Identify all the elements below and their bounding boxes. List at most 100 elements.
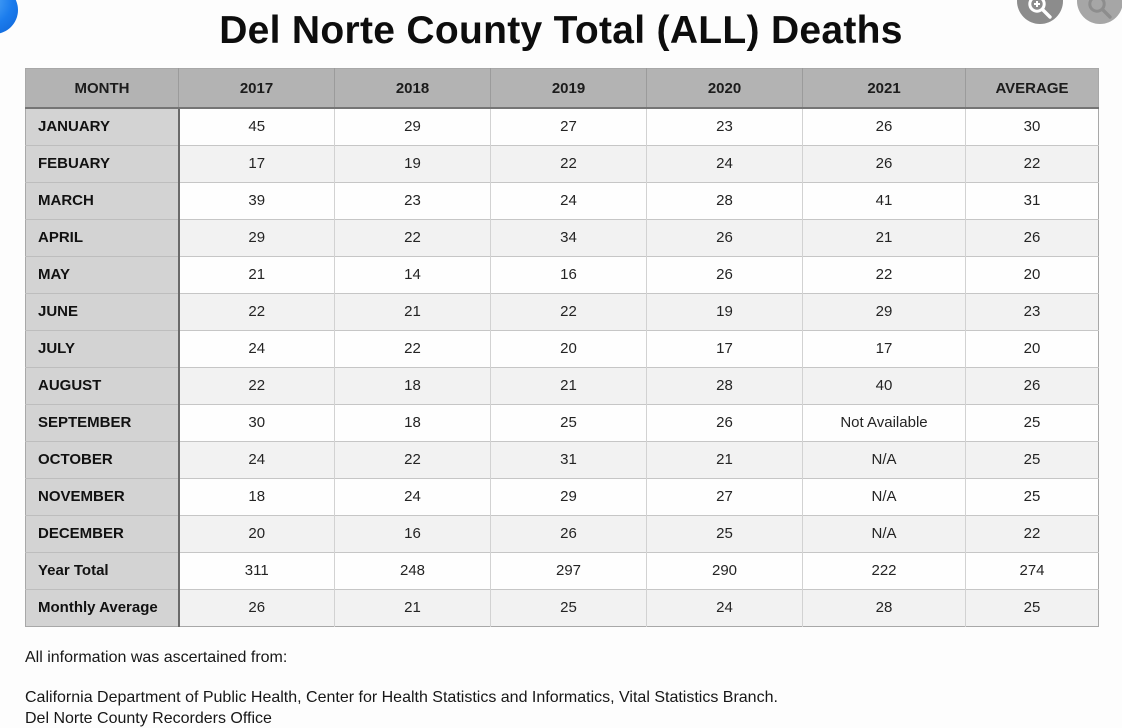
value-cell: 26 bbox=[965, 218, 1099, 256]
value-cell: 28 bbox=[646, 366, 803, 404]
table-header: MONTH 2017 2018 2019 2020 2021 AVERAGE bbox=[25, 68, 1099, 109]
row-label-cell: AUGUST bbox=[25, 366, 180, 404]
value-cell: 18 bbox=[334, 403, 491, 441]
value-cell: 24 bbox=[334, 477, 491, 515]
value-cell: 16 bbox=[334, 514, 491, 552]
source-line-cdph: California Department of Public Health, … bbox=[25, 689, 778, 706]
column-header-2017: 2017 bbox=[178, 68, 335, 109]
row-label-cell: SEPTEMBER bbox=[25, 403, 180, 441]
value-cell: 19 bbox=[334, 144, 491, 182]
value-cell: 17 bbox=[178, 144, 335, 182]
row-label-cell: JUNE bbox=[25, 292, 180, 330]
value-cell: 26 bbox=[802, 144, 966, 182]
value-cell: 19 bbox=[646, 292, 803, 330]
value-cell: 24 bbox=[178, 329, 335, 367]
value-cell: 22 bbox=[178, 366, 335, 404]
value-cell: N/A bbox=[802, 440, 966, 478]
value-cell: 22 bbox=[965, 144, 1099, 182]
source-intro-text: All information was ascertained from: bbox=[25, 649, 288, 666]
table-row: NOVEMBER 18 24 29 27 N/A 25 bbox=[25, 477, 1099, 515]
column-header-2019: 2019 bbox=[490, 68, 647, 109]
value-cell: 24 bbox=[646, 588, 803, 626]
table-row: JULY 24 22 20 17 17 20 bbox=[25, 329, 1099, 367]
value-cell: 21 bbox=[334, 292, 491, 330]
value-cell: 22 bbox=[178, 292, 335, 330]
value-cell: 25 bbox=[490, 403, 647, 441]
value-cell: 26 bbox=[646, 218, 803, 256]
value-cell: 18 bbox=[178, 477, 335, 515]
value-cell: 22 bbox=[334, 218, 491, 256]
column-header-2021: 2021 bbox=[802, 68, 966, 109]
value-cell: 20 bbox=[965, 329, 1099, 367]
value-cell: 29 bbox=[178, 218, 335, 256]
table-row: JUNE 22 21 22 19 29 23 bbox=[25, 292, 1099, 330]
value-cell: 14 bbox=[334, 255, 491, 293]
value-cell: 30 bbox=[178, 403, 335, 441]
value-cell: 23 bbox=[646, 107, 803, 145]
value-cell: N/A bbox=[802, 514, 966, 552]
value-cell: 22 bbox=[802, 255, 966, 293]
table-row: MAY 21 14 16 26 22 20 bbox=[25, 255, 1099, 293]
value-cell: 39 bbox=[178, 181, 335, 219]
value-cell: 23 bbox=[334, 181, 491, 219]
column-header-2018: 2018 bbox=[334, 68, 491, 109]
page-title: Del Norte County Total (ALL) Deaths bbox=[219, 9, 903, 53]
value-cell: 31 bbox=[965, 181, 1099, 219]
value-cell: 18 bbox=[334, 366, 491, 404]
value-cell: 21 bbox=[646, 440, 803, 478]
value-cell: 25 bbox=[965, 440, 1099, 478]
value-cell: Not Available bbox=[802, 403, 966, 441]
value-cell: 274 bbox=[965, 551, 1099, 589]
value-cell: 24 bbox=[490, 181, 647, 219]
value-cell: 22 bbox=[334, 440, 491, 478]
row-label-cell: OCTOBER bbox=[25, 440, 180, 478]
value-cell: 17 bbox=[646, 329, 803, 367]
column-header-month: MONTH bbox=[25, 68, 179, 109]
value-cell: 248 bbox=[334, 551, 491, 589]
table-row: SEPTEMBER 30 18 25 26 Not Available 25 bbox=[25, 403, 1099, 441]
value-cell: 16 bbox=[490, 255, 647, 293]
value-cell: 22 bbox=[334, 329, 491, 367]
value-cell: 34 bbox=[490, 218, 647, 256]
value-cell: 21 bbox=[490, 366, 647, 404]
value-cell: 45 bbox=[178, 107, 335, 145]
value-cell: 27 bbox=[646, 477, 803, 515]
value-cell: 28 bbox=[646, 181, 803, 219]
row-label-cell: MAY bbox=[25, 255, 180, 293]
value-cell: 22 bbox=[490, 292, 647, 330]
value-cell: 30 bbox=[965, 107, 1099, 145]
value-cell: 40 bbox=[802, 366, 966, 404]
row-label-cell: Monthly Average bbox=[25, 588, 180, 626]
value-cell: 25 bbox=[965, 588, 1099, 626]
value-cell: 26 bbox=[965, 366, 1099, 404]
table-row: MARCH 39 23 24 28 41 31 bbox=[25, 181, 1099, 219]
value-cell: 17 bbox=[802, 329, 966, 367]
value-cell: 22 bbox=[490, 144, 647, 182]
value-cell: 26 bbox=[178, 588, 335, 626]
value-cell: 26 bbox=[802, 107, 966, 145]
value-cell: 22 bbox=[965, 514, 1099, 552]
value-cell: 25 bbox=[646, 514, 803, 552]
value-cell: 31 bbox=[490, 440, 647, 478]
column-header-2020: 2020 bbox=[646, 68, 803, 109]
source-line-recorders: Del Norte County Recorders Office bbox=[25, 710, 272, 727]
table-row: AUGUST 22 18 21 28 40 26 bbox=[25, 366, 1099, 404]
table-row: APRIL 29 22 34 26 21 26 bbox=[25, 218, 1099, 256]
value-cell: 24 bbox=[178, 440, 335, 478]
value-cell: 29 bbox=[490, 477, 647, 515]
column-header-average: AVERAGE bbox=[965, 68, 1099, 109]
value-cell: 25 bbox=[965, 477, 1099, 515]
value-cell: 311 bbox=[178, 551, 335, 589]
row-label-cell: DECEMBER bbox=[25, 514, 180, 552]
row-label-cell: JANUARY bbox=[25, 107, 180, 145]
value-cell: 21 bbox=[334, 588, 491, 626]
value-cell: 25 bbox=[490, 588, 647, 626]
value-cell: 20 bbox=[965, 255, 1099, 293]
row-label-cell: JULY bbox=[25, 329, 180, 367]
value-cell: 26 bbox=[646, 255, 803, 293]
value-cell: 41 bbox=[802, 181, 966, 219]
value-cell: 20 bbox=[490, 329, 647, 367]
value-cell: 24 bbox=[646, 144, 803, 182]
value-cell: 222 bbox=[802, 551, 966, 589]
value-cell: 25 bbox=[965, 403, 1099, 441]
